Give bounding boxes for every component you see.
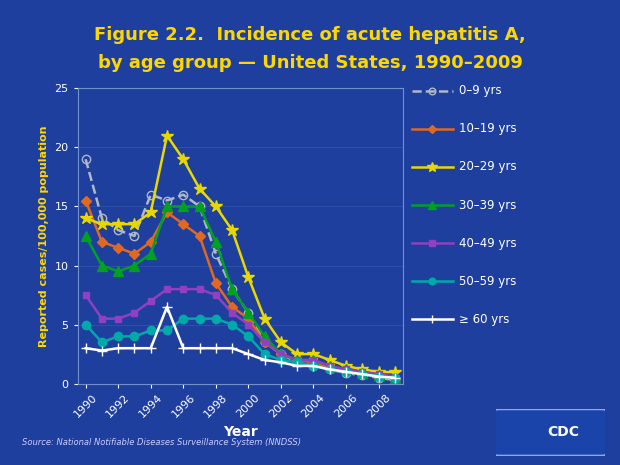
Text: 50–59 yrs: 50–59 yrs	[459, 275, 516, 288]
Text: by age group — United States, 1990–2009: by age group — United States, 1990–2009	[97, 54, 523, 72]
Text: 10–19 yrs: 10–19 yrs	[459, 122, 516, 135]
Y-axis label: Reported cases/100,000 population: Reported cases/100,000 population	[39, 125, 49, 347]
Text: Source: National Notifiable Diseases Surveillance System (NNDSS): Source: National Notifiable Diseases Sur…	[22, 438, 301, 447]
Text: ≥ 60 yrs: ≥ 60 yrs	[459, 313, 509, 326]
FancyBboxPatch shape	[494, 409, 606, 456]
Text: 20–29 yrs: 20–29 yrs	[459, 160, 516, 173]
Text: 0–9 yrs: 0–9 yrs	[459, 84, 502, 97]
Text: Figure 2.2.  Incidence of acute hepatitis A,: Figure 2.2. Incidence of acute hepatitis…	[94, 26, 526, 44]
Text: 40–49 yrs: 40–49 yrs	[459, 237, 516, 250]
X-axis label: Year: Year	[223, 425, 258, 439]
Text: CDC: CDC	[547, 425, 579, 439]
Text: 30–39 yrs: 30–39 yrs	[459, 199, 516, 212]
